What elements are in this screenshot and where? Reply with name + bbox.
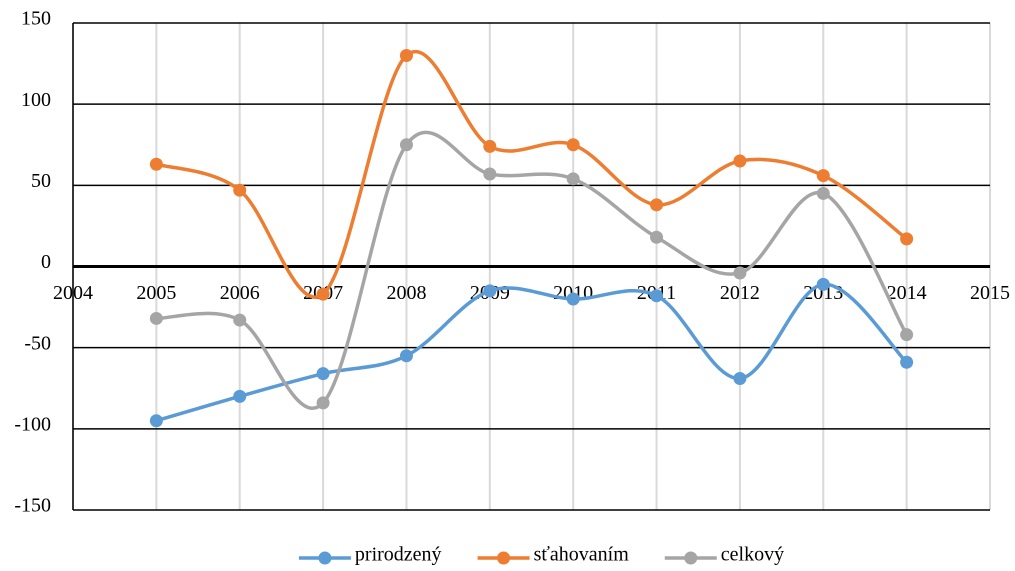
x-tick-label: 2006 (220, 282, 260, 304)
legend-item: sťahovaním (477, 544, 630, 566)
legend-item: celkový (664, 544, 784, 566)
data-point (733, 154, 747, 168)
data-point (650, 289, 664, 303)
y-tick-label: -150 (14, 495, 51, 517)
x-tick-label: 2005 (136, 282, 176, 304)
data-point (483, 167, 497, 181)
data-point (483, 284, 497, 298)
x-tick-label: 2012 (720, 282, 760, 304)
data-point (733, 372, 747, 386)
data-point (650, 198, 664, 212)
data-point (566, 172, 580, 186)
legend: prirodzený sťahovaním celkový (298, 544, 784, 566)
data-point (399, 138, 413, 152)
x-tick-label: 2004 (53, 282, 93, 304)
data-point (816, 277, 830, 291)
y-tick-label: -50 (24, 332, 51, 354)
legend-label: celkový (721, 544, 784, 566)
data-point (149, 311, 163, 325)
series-line (156, 130, 909, 410)
data-point (316, 396, 330, 410)
legend-marker (318, 551, 332, 565)
data-point (900, 328, 914, 342)
data-point (816, 186, 830, 200)
data-point (233, 389, 247, 403)
data-point (900, 355, 914, 369)
data-point (483, 139, 497, 153)
legend-marker (497, 551, 511, 565)
x-tick-label: 2015 (970, 282, 1010, 304)
data-point (566, 292, 580, 306)
legend-label: sťahovaním (534, 544, 630, 566)
data-point (233, 183, 247, 197)
y-tick-label: 150 (21, 8, 51, 30)
x-tick-label: 2014 (887, 282, 927, 304)
data-point (149, 414, 163, 428)
data-point (399, 48, 413, 62)
series-line (155, 282, 908, 423)
legend-marker (684, 551, 698, 565)
data-point (316, 287, 330, 301)
legend-label: prirodzený (355, 544, 442, 566)
y-tick-label: -100 (14, 413, 51, 435)
data-point (149, 157, 163, 171)
data-point (816, 169, 830, 183)
y-tick-label: 50 (31, 170, 51, 192)
y-tick-label: 0 (41, 251, 51, 273)
data-point (566, 138, 580, 152)
data-point (399, 349, 413, 363)
y-tick-label: 100 (21, 89, 51, 111)
data-point (900, 232, 914, 246)
data-point (233, 313, 247, 327)
data-point (733, 266, 747, 280)
legend-item: prirodzený (298, 544, 442, 566)
data-point (650, 230, 664, 244)
x-tick-label: 2008 (386, 282, 426, 304)
data-point (316, 367, 330, 381)
